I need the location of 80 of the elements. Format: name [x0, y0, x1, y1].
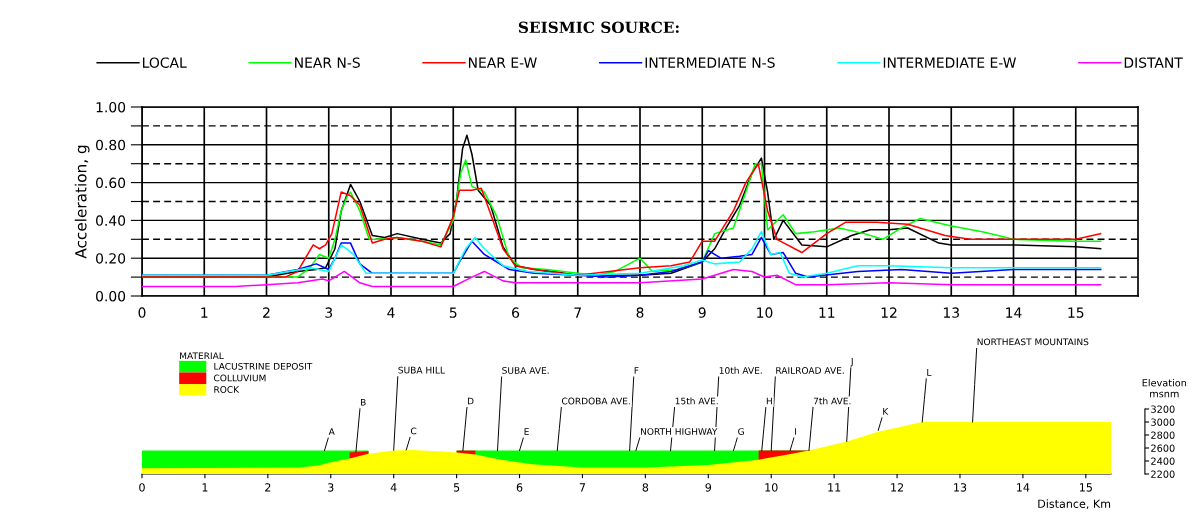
legend-label: INTERMEDIATE E-W — [883, 57, 1016, 68]
legend-label: LOCAL — [143, 57, 187, 68]
annotation: SUBA AVE. — [502, 367, 549, 374]
x-tick-label: 9 — [705, 483, 712, 492]
x-tick-label: 4 — [387, 307, 395, 318]
x-tick-label: 5 — [449, 307, 457, 318]
annotation: 7th AVE. — [813, 397, 851, 405]
y-tick-label: 2400 — [1151, 457, 1175, 465]
x-tick-label: 1 — [201, 307, 208, 318]
x-tick-label: 15 — [1079, 483, 1092, 492]
y-tick-label: 2800 — [1151, 431, 1175, 439]
x-tick-label: 10 — [765, 483, 778, 492]
y-tick-label: 0.20 — [96, 253, 126, 264]
x-tick-label: 2 — [263, 307, 270, 318]
x-tick-label: 0 — [138, 307, 146, 318]
annotation: 10th AVE. — [719, 366, 762, 374]
x-tick-label: 10 — [757, 307, 773, 318]
line-series — [142, 268, 1102, 288]
y-tick-label: 2600 — [1151, 444, 1175, 452]
y-tick-label: 0.80 — [96, 139, 126, 151]
y-tick-label: 0.00 — [96, 290, 126, 302]
annotation: CORDOBA AVE. — [561, 397, 630, 405]
y-axis-title: Acceleration, g — [74, 145, 90, 259]
x-tick-label: 1 — [202, 483, 208, 492]
y-tick-label: 3200 — [1151, 405, 1175, 413]
annotation: I — [795, 428, 797, 435]
annotation: F — [634, 367, 639, 374]
x-axis-title: Distance, Km — [1038, 499, 1111, 510]
x-tick-label: 7 — [579, 483, 586, 492]
legend-label: COLLUVIUM — [214, 374, 266, 382]
legend-label: INTERMEDIATE N-S — [645, 57, 775, 68]
x-tick-label: 8 — [636, 307, 644, 318]
annotation: RAILROAD AVE. — [776, 367, 844, 374]
x-tick-label: 0 — [139, 483, 145, 492]
y-tick-label: 3000 — [1151, 418, 1175, 426]
x-tick-label: 3 — [328, 483, 334, 492]
x-tick-label: 12 — [881, 307, 897, 318]
legend-label: ROCK — [214, 386, 240, 393]
x-tick-label: 6 — [516, 483, 523, 492]
x-tick-label: 3 — [325, 307, 333, 318]
x-tick-label: 15 — [1068, 307, 1084, 318]
annotation: NORTH HIGHWAY — [640, 428, 718, 435]
legend-label: NEAR E-W — [468, 57, 537, 68]
x-tick-label: 13 — [954, 483, 967, 492]
y-tick-label: 0.60 — [96, 177, 126, 189]
x-tick-label: 14 — [1017, 483, 1030, 492]
annotation: C — [410, 427, 417, 435]
annotation: E — [524, 428, 529, 435]
legend-title: MATERIAL — [180, 352, 224, 359]
annotation: J — [850, 358, 853, 367]
x-tick-label: 11 — [828, 483, 841, 492]
annotation: K — [883, 408, 889, 415]
legend-label: DISTANT — [1124, 57, 1183, 68]
chart-title: SEISMIC SOURCE: — [518, 21, 679, 34]
annotation: A — [328, 428, 335, 435]
x-tick-label: 9 — [698, 307, 706, 318]
annotation: B — [360, 399, 366, 406]
annotation: 15th AVE. — [675, 397, 718, 405]
x-tick-label: 7 — [574, 307, 581, 318]
x-tick-label: 12 — [891, 483, 904, 492]
annotation: L — [927, 369, 932, 376]
y-tick-label: 1.00 — [96, 101, 126, 113]
legend-label: NEAR N-S — [295, 57, 360, 68]
annotation: G — [738, 428, 744, 435]
x-tick-label: 13 — [943, 307, 959, 318]
y-tick-label: 2200 — [1151, 470, 1175, 478]
legend-label: LACUSTRINE DEPOSIT — [214, 362, 313, 370]
x-tick-label: 14 — [1006, 307, 1022, 318]
y-tick-label: 0.40 — [96, 215, 126, 226]
annotation: H — [766, 397, 772, 405]
x-tick-label: 8 — [642, 483, 649, 492]
x-tick-label: 5 — [453, 483, 460, 492]
x-tick-label: 2 — [265, 483, 271, 492]
x-tick-label: 4 — [390, 483, 397, 492]
y-axis-title: Elevation msnm — [1142, 378, 1187, 398]
annotation: SUBA HILL — [398, 366, 445, 374]
x-tick-label: 6 — [512, 307, 520, 318]
annotation: NORTHEAST MOUNTAINS — [977, 338, 1089, 346]
annotation: D — [467, 397, 474, 405]
x-tick-label: 11 — [819, 307, 835, 318]
